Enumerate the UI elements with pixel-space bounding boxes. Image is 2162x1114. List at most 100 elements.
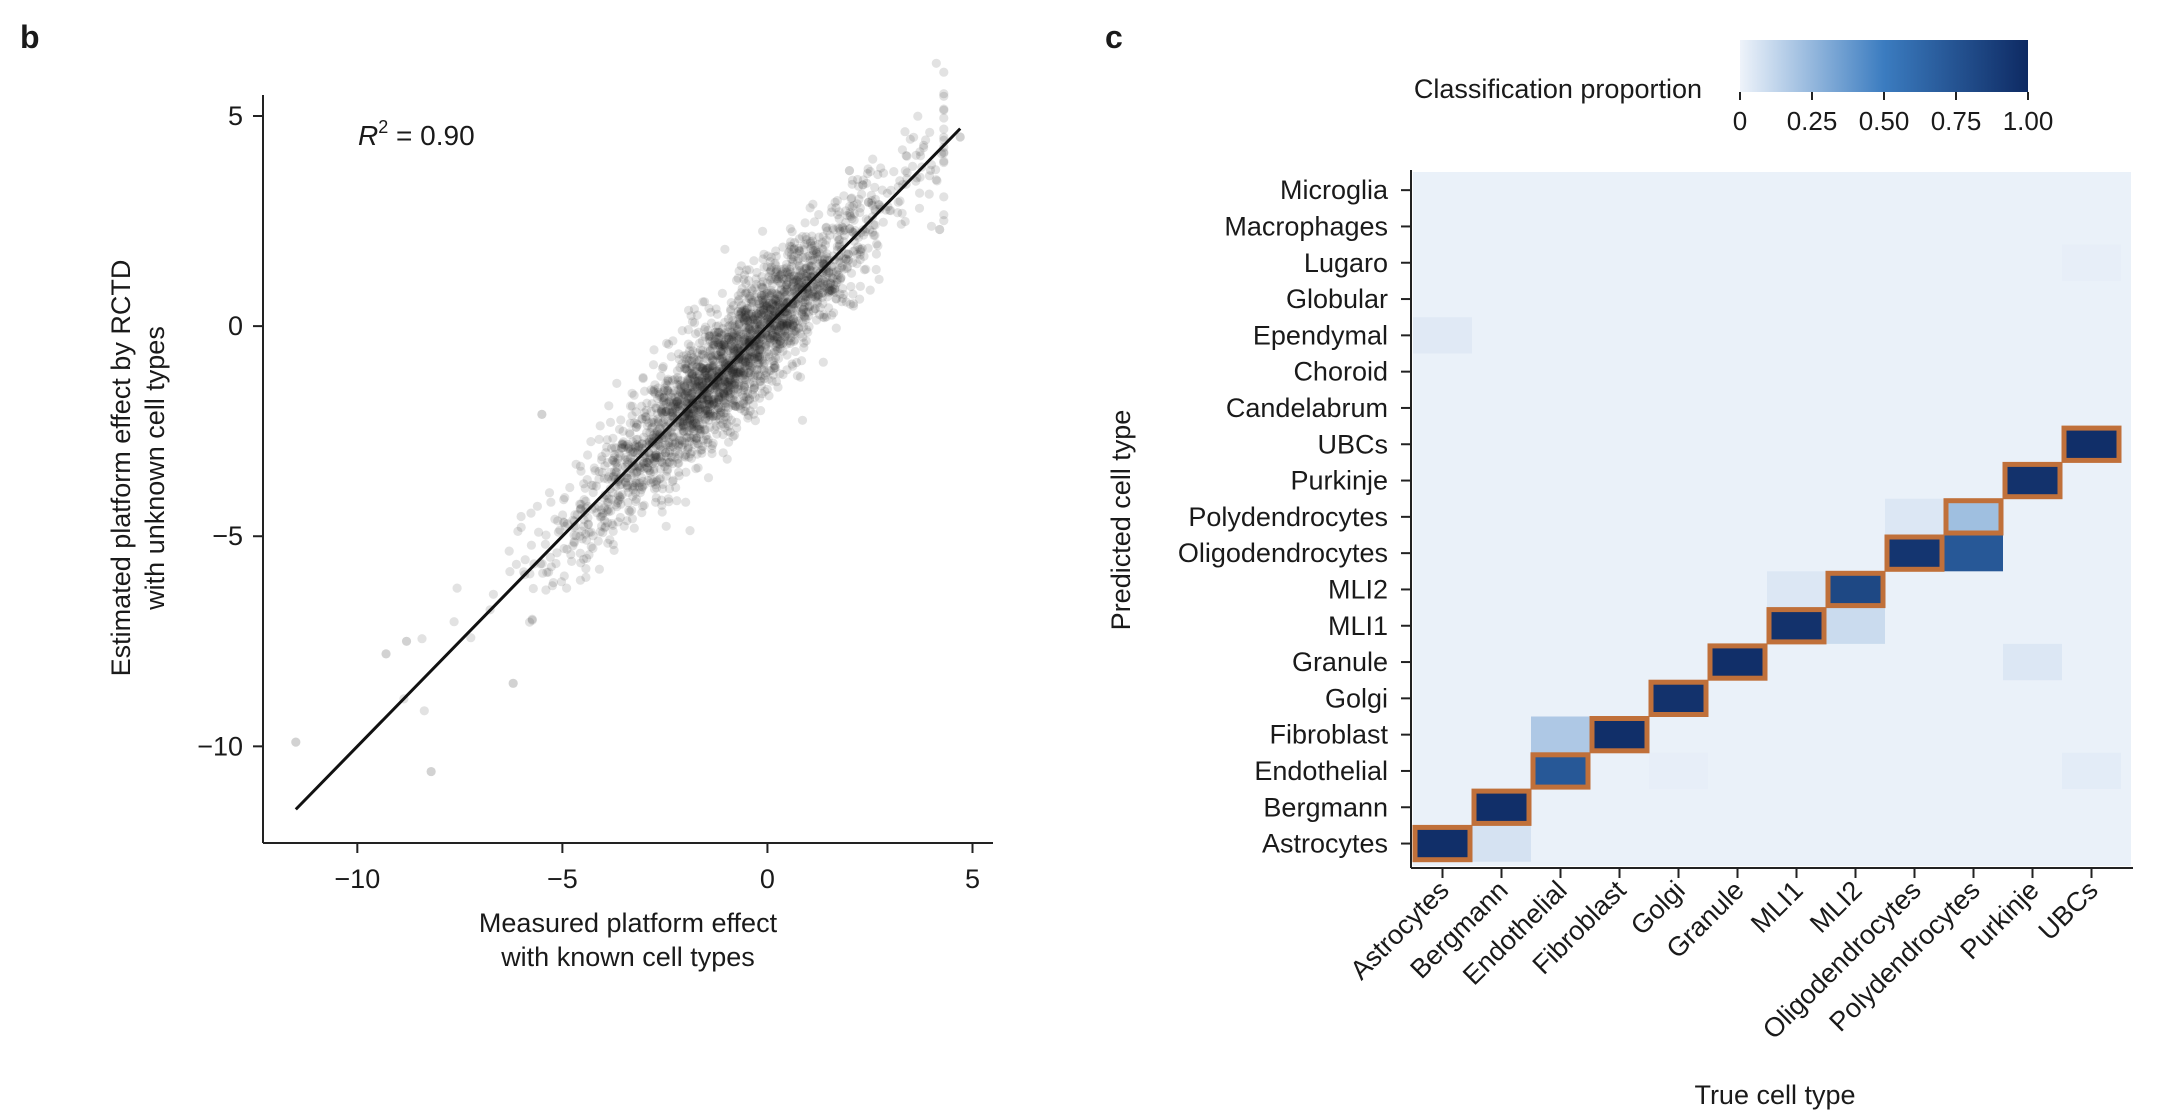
scatter-point [802, 288, 812, 299]
scatter-point [795, 260, 805, 271]
scatter-point [758, 282, 768, 292]
scatter-point [719, 408, 729, 418]
scatter-point [766, 252, 777, 262]
scatter-point [767, 325, 777, 335]
scatter-point [718, 339, 729, 349]
scatter-point [566, 549, 576, 560]
scatter-point [697, 381, 707, 391]
scatter-point [741, 357, 751, 367]
scatter-point [705, 401, 715, 411]
scatter-point [699, 398, 709, 408]
heatmap-y-label: Fibroblast [1269, 720, 1388, 750]
scatter-point [756, 306, 766, 316]
scatter-point [800, 253, 811, 263]
scatter-point [670, 392, 680, 402]
scatter-point [741, 297, 751, 308]
scatter-point [780, 331, 790, 341]
scatter-point [672, 399, 682, 409]
scatter-point [786, 254, 796, 264]
scatter-point [695, 381, 705, 392]
scatter-point [803, 327, 813, 337]
scatter-point [855, 250, 865, 260]
scatter-point [744, 395, 755, 405]
scatter-point [738, 306, 748, 316]
scatter-point [814, 232, 824, 242]
scatter-point [730, 396, 740, 406]
scatter-point [803, 251, 813, 261]
scatter-point [783, 313, 793, 324]
scatter-point [705, 331, 715, 341]
scatter-point [657, 406, 667, 416]
scatter-point [842, 263, 852, 274]
scatter-point [783, 310, 793, 320]
scatter-point [734, 314, 744, 324]
scatter-point [915, 151, 926, 161]
scatter-point [676, 388, 686, 398]
scatter-point [877, 185, 887, 195]
scatter-point [678, 388, 688, 398]
scatter-point [680, 450, 691, 460]
heatmap-cell [2003, 643, 2062, 681]
scatter-point [628, 447, 638, 457]
scatter-point [674, 431, 684, 441]
scatter-point [608, 433, 618, 443]
scatter-point [671, 403, 681, 413]
scatter-point [700, 371, 710, 381]
scatter-point [661, 406, 672, 416]
scatter-point [829, 255, 840, 265]
scatter-point [798, 295, 808, 305]
scatter-point [687, 317, 698, 327]
scatter-point [653, 383, 663, 393]
scatter-point [690, 329, 701, 339]
scatter-point [847, 179, 857, 189]
scatter-point [776, 269, 786, 279]
scatter-point [707, 444, 717, 454]
scatter-point [790, 277, 800, 287]
scatter-point [756, 280, 766, 290]
scatter-point [751, 279, 762, 289]
scatter-point [691, 464, 701, 474]
scatter-point [726, 349, 736, 359]
heatmap-y-label: Ependymal [1253, 320, 1388, 350]
scatter-point [801, 235, 812, 245]
scatter-point [654, 389, 665, 399]
scatter-point [715, 353, 725, 363]
scatter-point [713, 393, 723, 403]
scatter-point [750, 283, 760, 293]
scatter-point [697, 445, 707, 455]
scatter-point [649, 464, 659, 474]
scatter-point [597, 455, 607, 465]
scatter-point [760, 301, 770, 311]
scatter-point [715, 342, 725, 352]
scatter-point [653, 426, 663, 436]
scatter-point [682, 416, 692, 426]
scatter-point [680, 389, 690, 399]
scatter-point [865, 225, 875, 235]
scatter-point [732, 333, 742, 343]
scatter-point [697, 448, 707, 458]
scatter-point [559, 571, 569, 581]
scatter-point [728, 367, 738, 377]
scatter-point [748, 400, 758, 410]
scatter-point [748, 352, 759, 362]
scatter-point [772, 289, 782, 299]
scatter-point [684, 355, 694, 365]
scatter-point [658, 409, 668, 419]
scatter-point [659, 385, 669, 396]
scatter-point [789, 303, 799, 313]
scatter-point [652, 432, 662, 442]
scatter-point [718, 357, 728, 367]
scatter-point [582, 475, 592, 485]
scatter-point [683, 376, 693, 386]
scatter-point [753, 358, 763, 368]
scatter-point [675, 363, 685, 373]
scatter-point [781, 267, 791, 277]
scatter-point [627, 505, 637, 515]
scatter-point [785, 287, 795, 297]
scatter-point [741, 305, 751, 315]
scatter-point [688, 431, 699, 442]
scatter-point [691, 371, 701, 381]
heatmap-cell [1767, 607, 1826, 644]
scatter-point [720, 391, 730, 401]
scatter-point [739, 396, 749, 406]
